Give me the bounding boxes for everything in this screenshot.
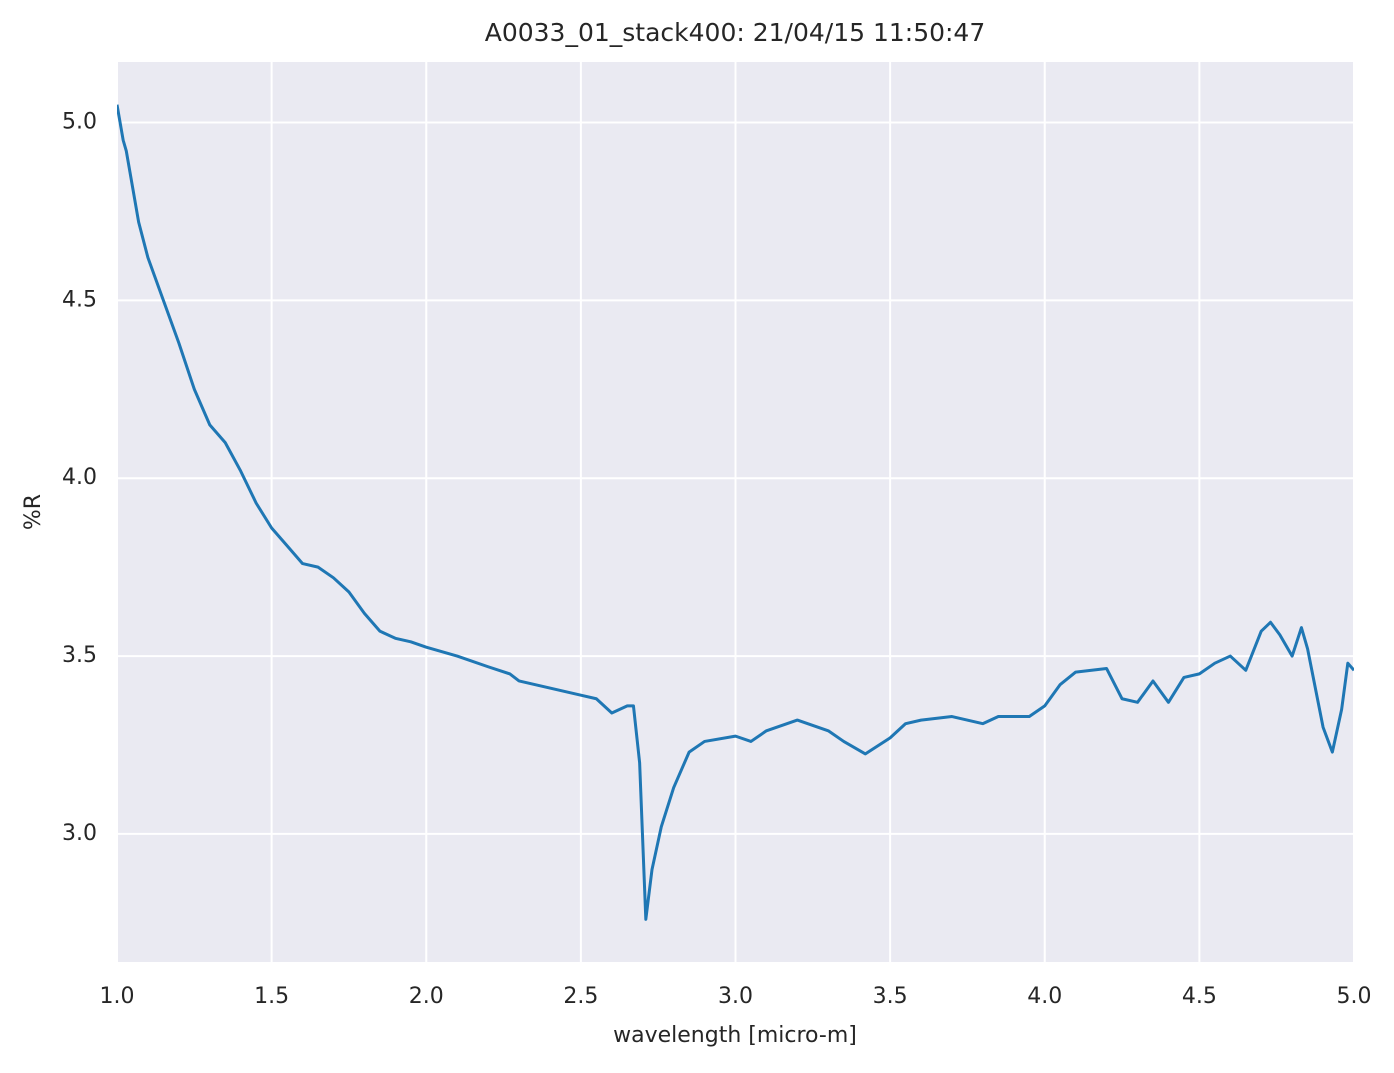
x-tick-label: 5.0 [1337,984,1372,1009]
y-tick-label: 4.0 [62,465,97,490]
y-axis-label: %R [21,494,46,530]
x-tick-label: 3.0 [718,984,753,1009]
data-line [117,104,1354,921]
x-tick-label: 4.5 [1182,984,1217,1009]
y-tick-label: 3.5 [62,643,97,668]
x-axis-label: wavelength [micro-m] [613,1023,857,1048]
y-tick-label: 5.0 [62,109,97,134]
y-tick-label: 3.0 [62,821,97,846]
x-tick-label: 3.5 [873,984,908,1009]
y-tick-label: 4.5 [62,287,97,312]
x-tick-label: 4.0 [1027,984,1062,1009]
x-tick-label: 1.0 [100,984,135,1009]
x-tick-label: 2.0 [409,984,444,1009]
x-tick-label: 2.5 [563,984,598,1009]
chart-title: A0033_01_stack400: 21/04/15 11:50:47 [485,18,986,47]
x-tick-label: 1.5 [254,984,289,1009]
